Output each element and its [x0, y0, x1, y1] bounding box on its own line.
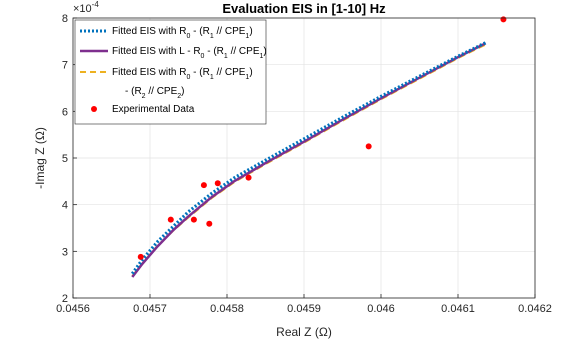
- x-tick-label: 0.0462: [518, 303, 552, 315]
- y-tick-label: 2: [62, 293, 68, 305]
- legend-text-part: - (R: [190, 26, 209, 37]
- legend-text-part: 1: [210, 74, 214, 81]
- legend-text-part: 1: [260, 53, 264, 60]
- y-exponent-label: ×10-4: [73, 0, 99, 15]
- y-tick-label: 7: [62, 60, 68, 72]
- y-tick-label: 3: [62, 246, 68, 258]
- data-point: [245, 174, 252, 181]
- x-tick-label: 0.0457: [133, 303, 167, 315]
- legend-text-part: Experimental Data: [112, 104, 195, 115]
- x-tick-label: 0.0456: [56, 303, 90, 315]
- x-tick-label: 0.0461: [441, 303, 475, 315]
- y-tick-label: 5: [62, 153, 68, 165]
- data-point: [206, 220, 213, 227]
- x-tick-label: 0.0458: [210, 303, 244, 315]
- legend-text-part: - (R: [125, 86, 142, 97]
- x-tick-label: 0.0459: [287, 303, 321, 315]
- legend-text-part: 1: [224, 53, 228, 60]
- legend-text-part: 0: [201, 53, 205, 60]
- data-point: [200, 182, 207, 189]
- legend-text-part: ): [263, 46, 266, 57]
- data-point: [365, 143, 372, 150]
- legend-text-part: 1: [245, 74, 249, 81]
- data-point: [190, 216, 197, 223]
- legend-text-part: 2: [142, 93, 146, 100]
- data-point: [500, 16, 507, 23]
- y-exponent-base: ×10: [73, 3, 92, 15]
- y-axis-label: -Imag Z (Ω): [33, 127, 47, 189]
- data-point: [167, 216, 174, 223]
- y-tick-label: 4: [62, 200, 68, 212]
- legend-text-part: 0: [186, 74, 190, 81]
- legend-text-part: Fitted EIS with R: [112, 67, 186, 78]
- legend-text-fit2: Fitted EIS with L - R0 - (R1 // CPE1): [112, 46, 267, 60]
- series-line-0: [130, 40, 488, 275]
- legend-text-part: ): [249, 67, 252, 78]
- legend-text-part: 2: [177, 93, 181, 100]
- legend-text-part: // CPE: [146, 86, 178, 97]
- x-ticks: 0.0456 0.0457 0.0458 0.0459 0.046 0.0461 0.046…: [56, 294, 552, 315]
- legend-text-fit3: Fitted EIS with R0 - (R1 // CPE1): [112, 67, 253, 81]
- legend-text-part: 0: [186, 33, 190, 40]
- legend-text-part: - (R: [204, 46, 223, 57]
- x-axis-label: Real Z (Ω): [276, 325, 332, 339]
- legend-swatch-data: [91, 106, 97, 112]
- legend-text-part: Fitted EIS with L - R: [112, 46, 201, 57]
- legend-text-part: ): [181, 86, 184, 97]
- legend-text-data: Experimental Data: [112, 104, 195, 115]
- series-layer: [130, 16, 507, 278]
- legend-text-part: // CPE: [214, 67, 246, 78]
- legend-text-part: 1: [210, 33, 214, 40]
- legend-text-part: // CPE: [214, 26, 246, 37]
- legend-text-part: Fitted EIS with R: [112, 26, 186, 37]
- legend-text-part: // CPE: [228, 46, 260, 57]
- x-tick-label: 0.046: [367, 303, 395, 315]
- legend: Fitted EIS with R0 - (R1 // CPE1) Fitted…: [74, 19, 267, 125]
- legend-text-part: 1: [245, 33, 249, 40]
- data-point: [137, 253, 144, 260]
- y-tick-label: 8: [62, 13, 68, 25]
- legend-text-part: ): [249, 26, 252, 37]
- y-exponent-power: -4: [92, 0, 100, 9]
- data-point: [214, 180, 221, 187]
- legend-text-fit3-line2: - (R2 // CPE2): [125, 86, 185, 100]
- legend-text-part: - (R: [190, 67, 209, 78]
- y-tick-label: 6: [62, 106, 68, 118]
- legend-box: [74, 19, 267, 125]
- chart-title: Evaluation EIS in [1-10] Hz: [222, 1, 386, 16]
- legend-text-fit1: Fitted EIS with R0 - (R1 // CPE1): [112, 26, 253, 40]
